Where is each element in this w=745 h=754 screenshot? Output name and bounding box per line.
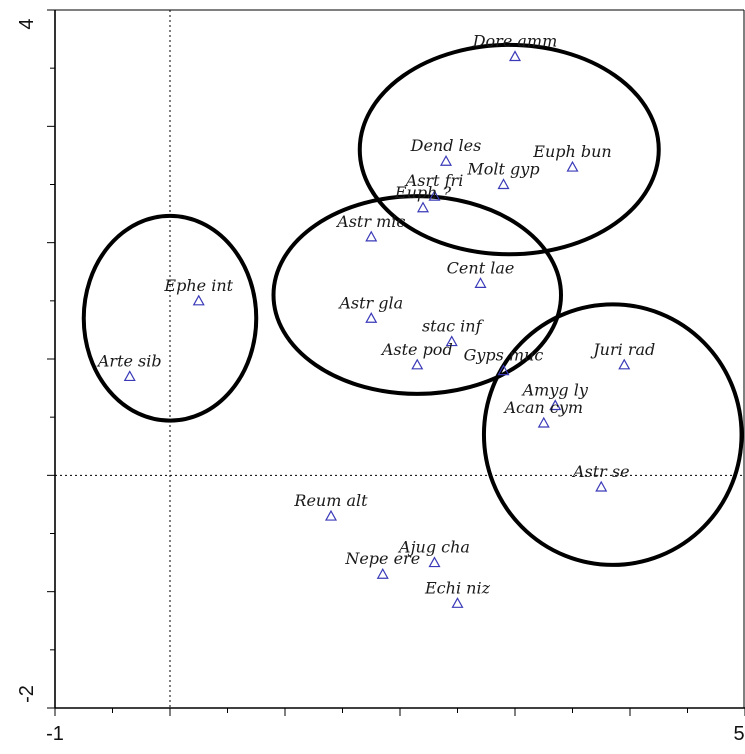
data-point-label: Astr se [571,462,630,481]
data-point-marker [445,335,458,347]
data-point-marker [365,230,378,242]
data-point-marker [123,370,136,382]
data-point-label: stac inf [422,317,485,336]
data-point-label: Cent lae [447,258,515,277]
data-point-label: Nepe ere [344,549,420,568]
data-point-marker [439,154,453,166]
group-ellipse [357,42,661,257]
reference-lines [55,10,745,708]
data-point-marker [365,312,378,323]
data-point-label: Molt gyp [466,160,539,179]
data-point-marker [428,556,441,568]
data-point-marker [192,294,205,306]
data-point-marker [497,178,510,190]
data-point-label: Juri rad [590,340,655,359]
group-ellipse [81,213,259,423]
data-point-marker [474,277,487,288]
data-point-label: Aste pod [380,340,453,359]
data-point-label: Dore amm [472,32,558,51]
data-point-label: Ephe int [163,276,233,295]
data-point-marker [618,358,631,370]
data-point-label: Reum alt [293,491,368,510]
group-ellipse [271,194,563,396]
data-point-marker [497,364,510,376]
data-point-label: Asrt fri [404,171,464,190]
data-point-marker [537,416,550,428]
x-tick-label: -1 [46,723,64,745]
data-point-label: Astr mic [335,212,405,231]
data-point-marker [566,160,579,172]
data-point-marker [411,358,424,370]
data-point-marker [451,597,464,608]
data-point-label: Dend les [410,136,482,155]
y-tick-label: -2 [16,685,38,703]
data-point-marker [324,509,338,521]
group-ellipses [81,42,744,567]
data-point-label: Arte sib [96,351,162,370]
x-tick-label: 5 [733,723,744,745]
data-point-label: Echi niz [424,578,491,597]
data-point-label: Astr gla [337,293,403,312]
data-point-label: Amyg ly [521,381,589,400]
data-point-label: Gyps muc [464,346,544,365]
data-point-label: Euph bun [532,142,611,161]
data-point-marker [549,399,562,411]
axis-ticks: -1 5 4 -2 [16,9,745,745]
data-point-marker [508,50,522,62]
data-points [123,50,631,608]
data-point-label: Acan cym [502,398,583,417]
data-point-marker [376,567,389,579]
data-point-marker [595,480,608,492]
data-point-label: Ajug cha [397,538,470,557]
y-tick-label: 4 [16,18,38,29]
data-point-label: Euph ? [394,183,452,202]
data-point-marker [428,189,441,201]
group-ellipse [481,302,744,567]
data-point-marker [416,201,430,213]
